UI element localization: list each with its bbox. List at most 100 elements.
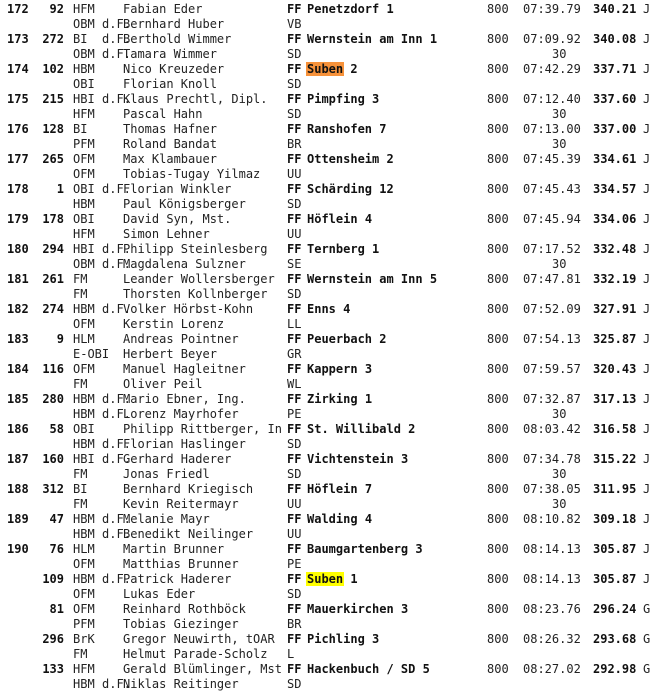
team: Wernstein am Inn 5 bbox=[307, 272, 437, 287]
team: Pimpfing 3 bbox=[307, 92, 379, 107]
unit-type: FF bbox=[287, 2, 302, 16]
grade: OBM bbox=[73, 257, 95, 271]
team-number: 3 bbox=[372, 92, 380, 106]
distance: 800 bbox=[487, 452, 509, 466]
team-name: Baumgartenberg bbox=[307, 542, 409, 556]
score: 337.71 bbox=[593, 62, 637, 76]
result-row-primary: 186 58 OBI Philipp Rittberger, In FF St. Will… bbox=[0, 422, 668, 437]
score: 340.21 bbox=[593, 2, 637, 16]
rank: 188 bbox=[7, 482, 29, 496]
result-row-secondary: HBM d.F. Lorenz Mayrhofer PE 30 bbox=[0, 407, 668, 422]
grade: PFM bbox=[73, 137, 95, 151]
result-entry: 173 272 BI d.F. Berthold Wimmer FF Wernstein a… bbox=[0, 32, 668, 62]
result-entry: 179 178 OBI David Syn, Mst. FF Höflein 4 800 07… bbox=[0, 212, 668, 242]
time: 07:09.92 bbox=[523, 32, 581, 46]
unit-code: GR bbox=[287, 347, 302, 361]
grade: BrK bbox=[73, 632, 95, 646]
time: 07:45.39 bbox=[523, 152, 581, 166]
class: J bbox=[643, 332, 651, 346]
member-name: Andreas Pointner bbox=[123, 332, 239, 346]
time-extra: 30 bbox=[552, 257, 567, 271]
df-prefix: d.F. bbox=[102, 512, 131, 526]
grade: HBM bbox=[73, 527, 95, 541]
distance: 800 bbox=[487, 422, 509, 436]
result-row-secondary: OBM d.F. Bernhard Huber VB bbox=[0, 17, 668, 32]
time-extra: 30 bbox=[552, 497, 567, 511]
df-prefix: d.F. bbox=[102, 452, 131, 466]
time: 07:54.13 bbox=[523, 332, 581, 346]
unit-type: FF bbox=[287, 482, 302, 496]
team-number: 2 bbox=[408, 422, 416, 436]
member-name: Bernhard Kriegisch bbox=[123, 482, 254, 496]
class: J bbox=[643, 422, 651, 436]
team-number: 1 bbox=[350, 572, 358, 586]
team-name: Kappern bbox=[307, 362, 358, 376]
team: Kappern 3 bbox=[307, 362, 372, 377]
member-name: Helmut Parade-Scholz bbox=[123, 647, 268, 661]
time-extra: 30 bbox=[552, 107, 567, 121]
team-name: Ternberg bbox=[307, 242, 365, 256]
member-name: Magdalena Sulzner bbox=[123, 257, 246, 271]
time: 07:45.43 bbox=[523, 182, 581, 196]
member-name: Mario Ebner, Ing. bbox=[123, 392, 246, 406]
grade: OFM bbox=[73, 602, 95, 616]
result-entry: 172 92 HFM Fabian Eder FF Penetzdorf 1 800 07:3… bbox=[0, 2, 668, 32]
time: 08:03.42 bbox=[523, 422, 581, 436]
start-number: 47 bbox=[49, 512, 64, 526]
distance: 800 bbox=[487, 212, 509, 226]
team-number: 1 bbox=[386, 2, 394, 16]
result-row-primary: 180 294 HBI d.F. Philipp Steinlesberg FF Ternb… bbox=[0, 242, 668, 257]
score: 332.48 bbox=[593, 242, 637, 256]
unit-code: SD bbox=[287, 437, 302, 451]
distance: 800 bbox=[487, 632, 509, 646]
class: J bbox=[643, 362, 651, 376]
class: J bbox=[643, 392, 651, 406]
unit-type: FF bbox=[287, 332, 302, 346]
unit-code: SE bbox=[287, 257, 302, 271]
result-row-secondary: PFM Roland Bandat BR 30 bbox=[0, 137, 668, 152]
team: Mauerkirchen 3 bbox=[307, 602, 408, 617]
unit-type: FF bbox=[287, 542, 302, 556]
result-row-secondary: FM Oliver Peil WL bbox=[0, 377, 668, 392]
result-entry: 81 OFM Reinhard Rothböck FF Mauerkirchen 3 80… bbox=[0, 602, 668, 632]
distance: 800 bbox=[487, 602, 509, 616]
result-entry: 190 76 HLM Martin Brunner FF Baumgartenberg 3… bbox=[0, 542, 668, 572]
member-name: Lorenz Mayrhofer bbox=[123, 407, 239, 421]
start-number: 294 bbox=[42, 242, 64, 256]
unit-type: FF bbox=[287, 302, 302, 316]
class: J bbox=[643, 182, 651, 196]
class: J bbox=[643, 512, 651, 526]
start-number: 92 bbox=[49, 2, 64, 16]
grade: HBI bbox=[73, 452, 95, 466]
grade: OFM bbox=[73, 557, 95, 571]
team-name: Penetzdorf bbox=[307, 2, 380, 16]
time: 07:45.94 bbox=[523, 212, 581, 226]
start-number: 296 bbox=[42, 632, 64, 646]
team-name: Hackenbuch / SD bbox=[307, 662, 416, 676]
grade: HBM bbox=[73, 437, 95, 451]
member-name: Simon Lehner bbox=[123, 227, 210, 241]
distance: 800 bbox=[487, 92, 509, 106]
result-row-primary: 81 OFM Reinhard Rothböck FF Mauerkirchen 3 80… bbox=[0, 602, 668, 617]
member-name: Tamara Wimmer bbox=[123, 47, 217, 61]
unit-type: FF bbox=[287, 62, 302, 76]
team-name: Zirking bbox=[307, 392, 358, 406]
score: 296.24 bbox=[593, 602, 637, 616]
result-entry: 186 58 OBI Philipp Rittberger, In FF St. Will… bbox=[0, 422, 668, 452]
grade: FM bbox=[73, 377, 88, 391]
grade: HBI bbox=[73, 242, 95, 256]
team-name: Schärding bbox=[307, 182, 373, 196]
grade: HBM bbox=[73, 407, 95, 421]
grade: HFM bbox=[73, 227, 95, 241]
unit-code: PE bbox=[287, 407, 302, 421]
distance: 800 bbox=[487, 392, 509, 406]
member-name: Patrick Haderer bbox=[123, 572, 232, 586]
grade: HLM bbox=[73, 542, 95, 556]
grade: OFM bbox=[73, 362, 95, 376]
team: Peuerbach 2 bbox=[307, 332, 387, 347]
start-number: 272 bbox=[42, 32, 64, 46]
result-entry: 133 HFM Gerald Blümlinger, Mst FF Hackenbuch… bbox=[0, 662, 668, 692]
time-extra: 30 bbox=[552, 467, 567, 481]
member-name: Niklas Reitinger bbox=[123, 677, 239, 691]
